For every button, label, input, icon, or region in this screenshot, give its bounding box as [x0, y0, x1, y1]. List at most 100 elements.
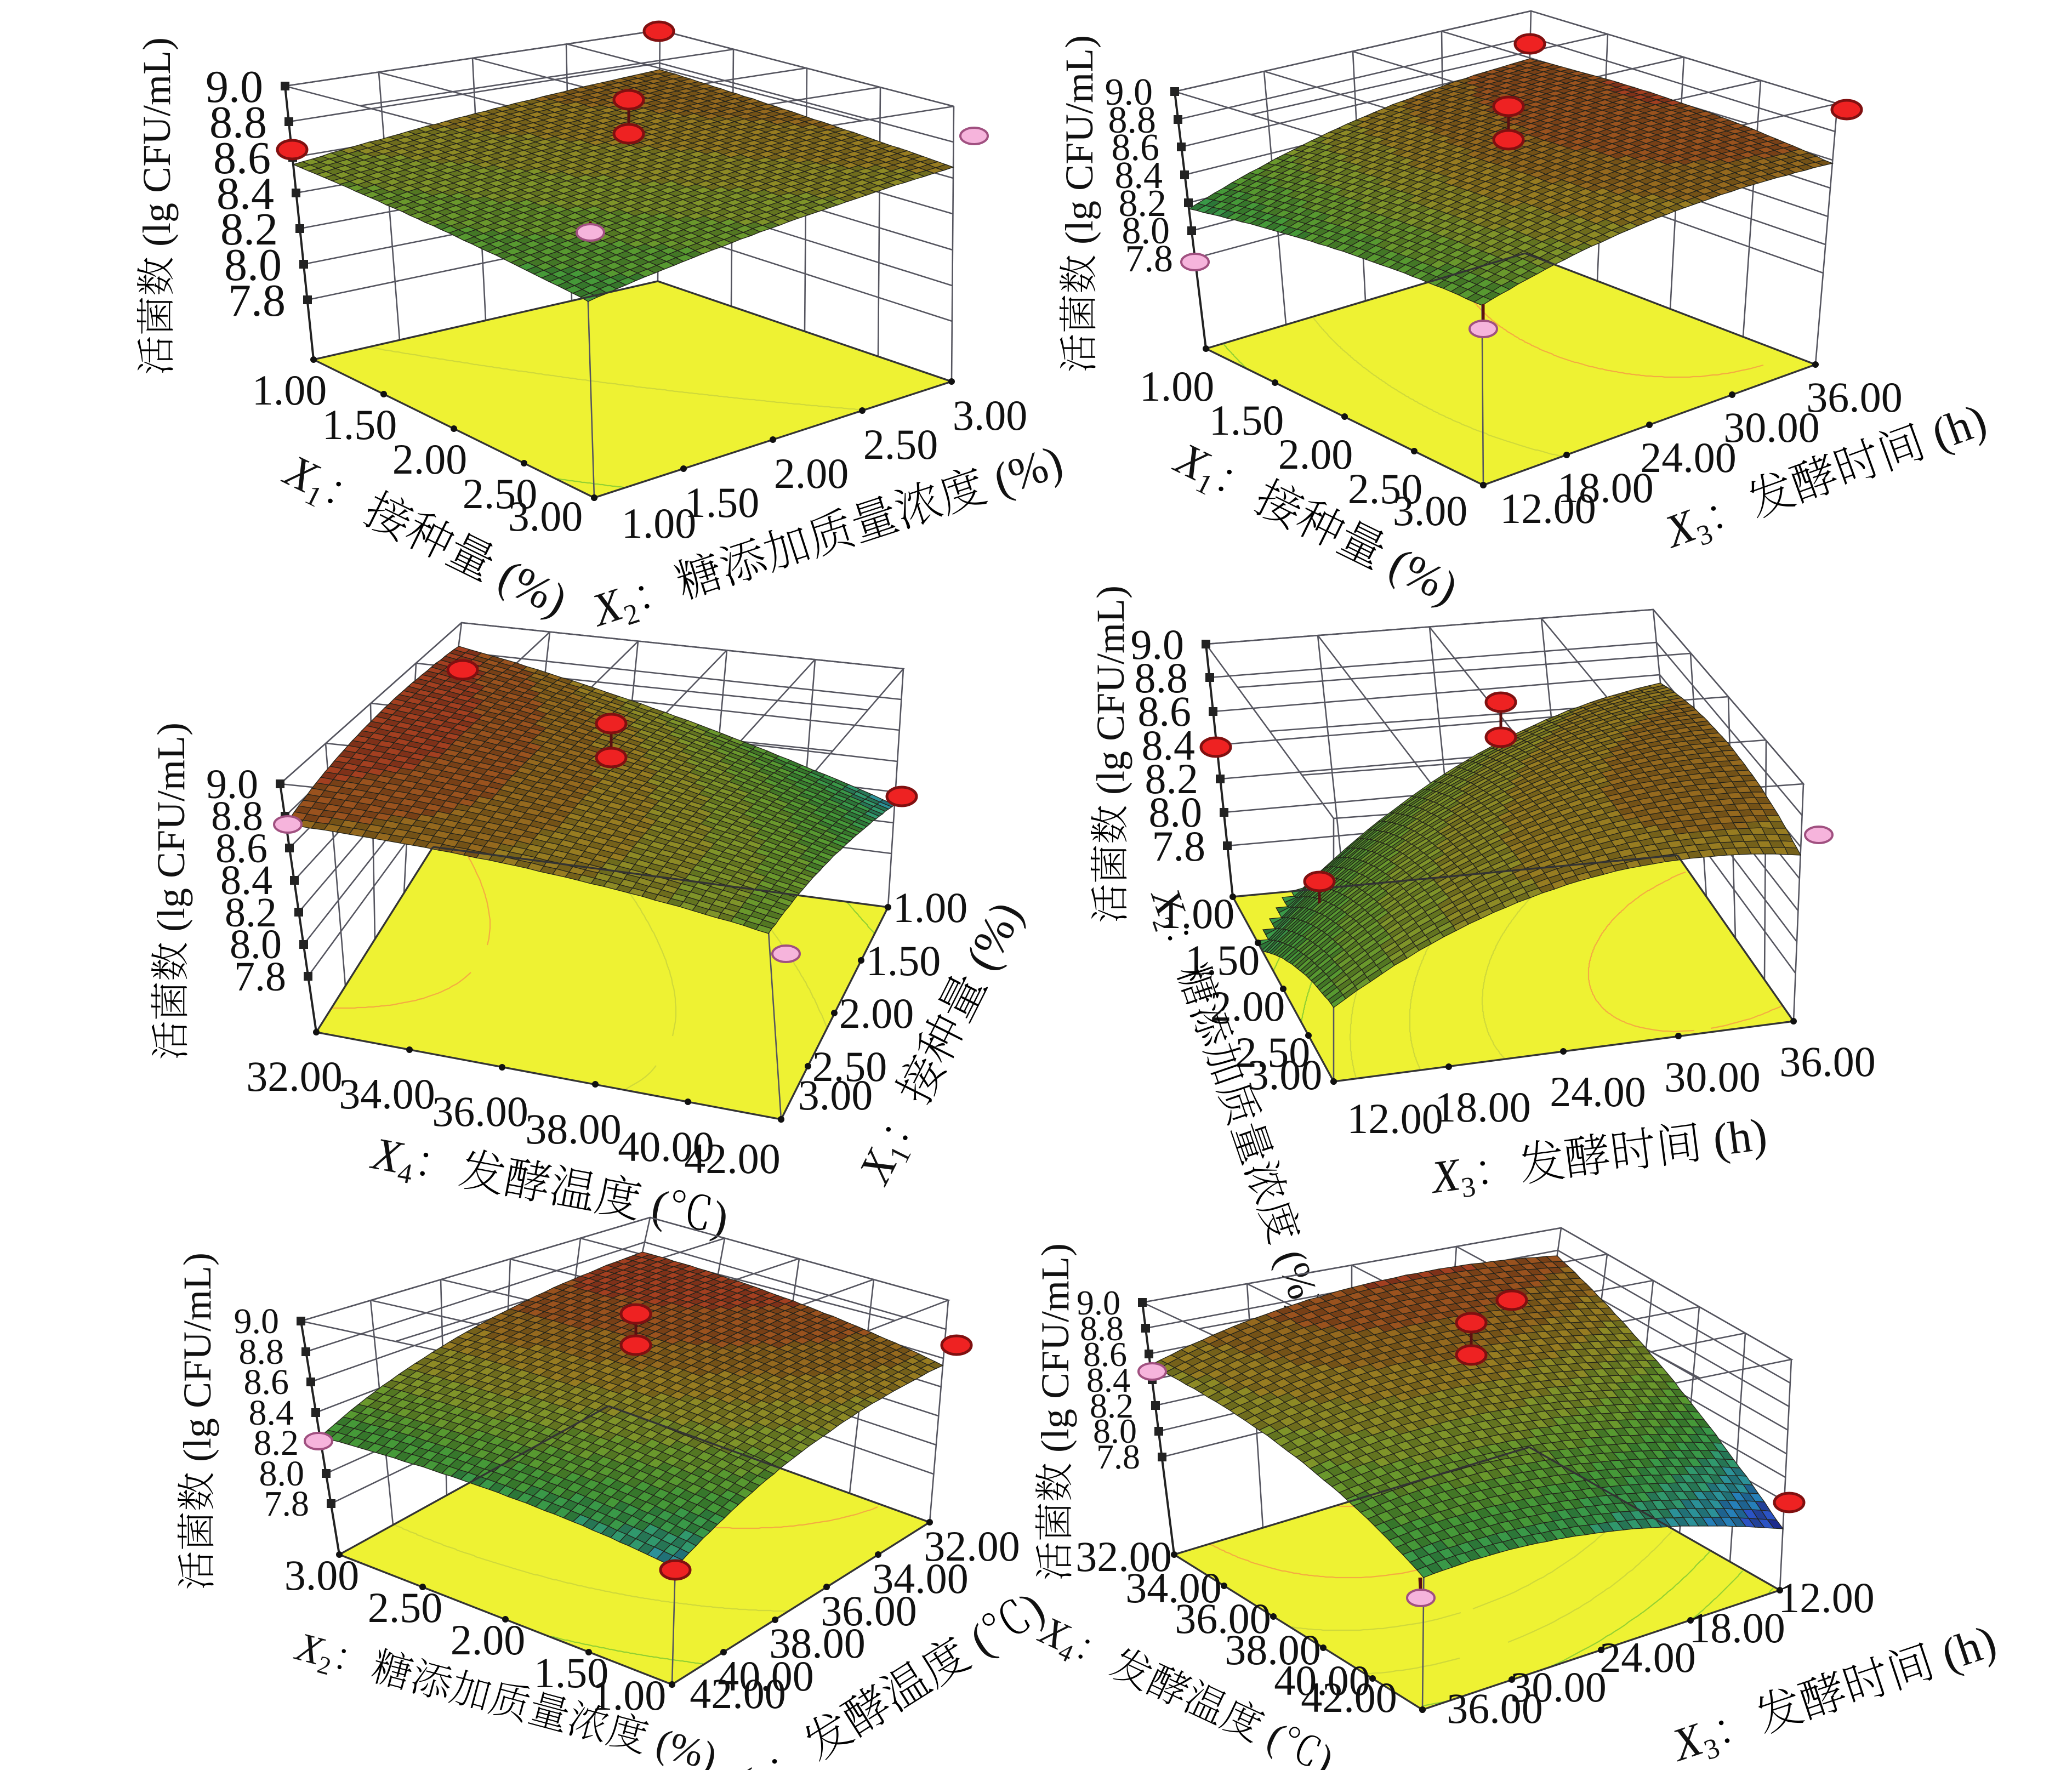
svg-text:8.0: 8.0: [1149, 788, 1203, 836]
svg-text:12.00: 12.00: [1347, 1095, 1443, 1142]
svg-text:(lg CFU/mL): (lg CFU/mL): [1057, 35, 1101, 254]
svg-text:36.00: 36.00: [1806, 373, 1903, 421]
svg-text:42.00: 42.00: [690, 1670, 786, 1717]
svg-text:8.0: 8.0: [259, 1454, 305, 1494]
svg-text:8.8: 8.8: [209, 97, 267, 148]
svg-text:8.2: 8.2: [220, 204, 278, 255]
svg-text:12.00: 12.00: [1778, 1574, 1875, 1621]
svg-text:1.00: 1.00: [1140, 362, 1215, 410]
svg-text:7.8: 7.8: [1096, 1437, 1140, 1476]
svg-text:3.00: 3.00: [508, 492, 583, 540]
svg-text:8.6: 8.6: [1083, 1335, 1127, 1374]
svg-text:8.8: 8.8: [211, 793, 263, 839]
svg-text:1.00: 1.00: [622, 499, 697, 547]
svg-text:40.00: 40.00: [1274, 1657, 1370, 1704]
svg-text:24.00: 24.00: [1640, 434, 1737, 481]
svg-text:8.6: 8.6: [1112, 127, 1160, 169]
svg-text:8.4: 8.4: [217, 168, 274, 219]
svg-text:2.50: 2.50: [463, 470, 538, 517]
svg-text:40.00: 40.00: [718, 1652, 814, 1700]
svg-text:32.00: 32.00: [924, 1522, 1020, 1570]
svg-text:34.00: 34.00: [1125, 1564, 1222, 1612]
svg-text:9.0: 9.0: [206, 61, 263, 112]
svg-text:1.50: 1.50: [534, 1649, 609, 1697]
svg-text:9.0: 9.0: [1077, 1283, 1120, 1322]
svg-text:2.50: 2.50: [812, 1043, 887, 1090]
svg-text:8.4: 8.4: [1115, 155, 1163, 197]
svg-text:1.50: 1.50: [685, 479, 760, 526]
svg-text:1.50: 1.50: [322, 401, 397, 448]
svg-text:8.4: 8.4: [1142, 721, 1196, 769]
svg-text:38.00: 38.00: [525, 1105, 622, 1153]
svg-text:36.00: 36.00: [432, 1088, 528, 1135]
svg-text:9.0: 9.0: [206, 761, 258, 807]
svg-text:3.00: 3.00: [798, 1071, 873, 1119]
svg-text:2.00: 2.00: [392, 435, 468, 483]
svg-text:2.50: 2.50: [1348, 465, 1423, 513]
svg-text:8.0: 8.0: [1122, 210, 1170, 252]
svg-text:(lg CFU/mL): (lg CFU/mL): [1033, 1243, 1077, 1462]
svg-text:1.00: 1.00: [252, 366, 327, 414]
svg-text:7.8: 7.8: [234, 954, 286, 1000]
svg-text:18.00: 18.00: [1557, 464, 1654, 511]
svg-text:3.00: 3.00: [953, 391, 1028, 439]
svg-text:8.8: 8.8: [1080, 1309, 1124, 1348]
svg-text:30.00: 30.00: [1510, 1663, 1607, 1711]
svg-text:3.00: 3.00: [284, 1551, 360, 1599]
svg-text:7.8: 7.8: [264, 1484, 310, 1524]
svg-text:18.00: 18.00: [1689, 1604, 1785, 1652]
svg-text:1.00: 1.00: [893, 884, 968, 931]
svg-text:34.00: 34.00: [872, 1555, 969, 1602]
svg-text:8.8: 8.8: [239, 1332, 284, 1372]
svg-text:30.00: 30.00: [1664, 1053, 1761, 1101]
svg-text:9.0: 9.0: [1105, 71, 1153, 113]
svg-text:2.50: 2.50: [863, 420, 938, 468]
svg-text:8.2: 8.2: [1145, 755, 1199, 803]
svg-text:(lg CFU/mL): (lg CFU/mL): [175, 1253, 219, 1472]
svg-text:(h): (h): [1710, 1108, 1770, 1166]
svg-text:8.6: 8.6: [213, 133, 271, 184]
svg-text:12.00: 12.00: [1500, 485, 1596, 532]
svg-text:32.00: 32.00: [246, 1052, 343, 1100]
svg-text:3.00: 3.00: [1248, 1051, 1323, 1099]
svg-text:24.00: 24.00: [1550, 1068, 1646, 1116]
svg-text:32.00: 32.00: [1075, 1533, 1172, 1580]
svg-text:36.00: 36.00: [1779, 1038, 1876, 1085]
svg-text:36.00: 36.00: [821, 1587, 917, 1635]
svg-text:8.2: 8.2: [225, 890, 277, 936]
svg-text:7.8: 7.8: [1152, 822, 1206, 870]
svg-text:8.0: 8.0: [1093, 1412, 1137, 1450]
svg-text:8.6: 8.6: [1138, 687, 1192, 735]
svg-text:8.4: 8.4: [1086, 1361, 1130, 1399]
svg-text:8.6: 8.6: [244, 1362, 289, 1402]
svg-text:30.00: 30.00: [1723, 403, 1820, 451]
svg-text:42.00: 42.00: [684, 1135, 781, 1182]
svg-text:7.8: 7.8: [228, 275, 286, 326]
svg-text:2.00: 2.00: [1278, 430, 1353, 478]
svg-text:8.4: 8.4: [220, 857, 272, 903]
svg-text:2.00: 2.00: [774, 449, 849, 497]
svg-text:8.2: 8.2: [254, 1423, 299, 1463]
svg-text:2.50: 2.50: [1236, 1028, 1311, 1076]
svg-text:1.00: 1.00: [1160, 890, 1235, 937]
svg-text:8.0: 8.0: [224, 240, 282, 291]
svg-text:1.50: 1.50: [1209, 396, 1284, 444]
svg-text:8.8: 8.8: [1108, 99, 1157, 141]
svg-text:(lg CFU/mL): (lg CFU/mL): [1089, 585, 1132, 805]
svg-text:9.0: 9.0: [234, 1301, 280, 1341]
svg-text:34.00: 34.00: [339, 1070, 435, 1118]
svg-text:24.00: 24.00: [1599, 1634, 1696, 1681]
svg-text:2.00: 2.00: [451, 1616, 526, 1664]
svg-text:36.00: 36.00: [1175, 1595, 1271, 1642]
svg-text:18.00: 18.00: [1435, 1083, 1531, 1131]
svg-text:8.8: 8.8: [1135, 654, 1188, 702]
svg-text:36.00: 36.00: [1447, 1684, 1543, 1732]
svg-text:38.00: 38.00: [769, 1619, 866, 1667]
svg-text:38.00: 38.00: [1225, 1626, 1321, 1674]
svg-text:9.0: 9.0: [1131, 621, 1185, 668]
svg-text:8.2: 8.2: [1119, 183, 1167, 225]
svg-text:1.50: 1.50: [1185, 936, 1260, 984]
svg-text:(lg CFU/mL): (lg CFU/mL): [149, 722, 193, 942]
svg-text:40.00: 40.00: [618, 1123, 714, 1170]
svg-text:(lg CFU/mL): (lg CFU/mL): [135, 37, 179, 257]
